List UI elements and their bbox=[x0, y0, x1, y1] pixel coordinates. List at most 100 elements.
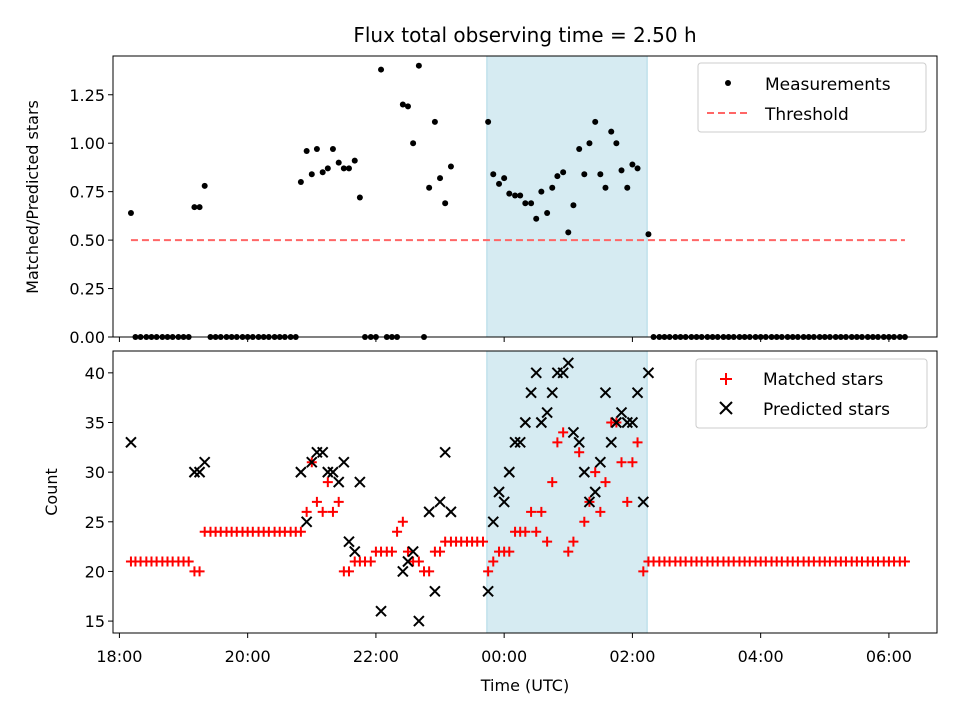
measurement-point bbox=[624, 184, 631, 191]
matched-star-point bbox=[590, 467, 601, 478]
measurement-point bbox=[404, 103, 411, 110]
measurement-point bbox=[399, 101, 406, 108]
measurement-point bbox=[329, 146, 336, 153]
measurement-point bbox=[437, 175, 444, 182]
matched-star-point bbox=[542, 536, 553, 547]
measurement-point bbox=[351, 157, 358, 164]
measurement-point bbox=[410, 140, 417, 147]
measurement-point bbox=[528, 200, 535, 207]
x-tick-label: 22:00 bbox=[353, 647, 399, 666]
predicted-star-point bbox=[605, 436, 617, 449]
matched-star-point bbox=[327, 506, 338, 517]
bottom-ytick-label: 15 bbox=[85, 612, 105, 631]
measurement-point bbox=[496, 180, 503, 187]
matched-star-point bbox=[301, 506, 312, 517]
measurement-point bbox=[490, 171, 497, 178]
predicted-star-point bbox=[300, 516, 313, 528]
predicted-star-point bbox=[413, 615, 425, 627]
matched-star-point bbox=[574, 447, 585, 458]
predicted-star-point bbox=[407, 545, 419, 558]
bottom-x-axis: 18:00 20:00 22:00 00:00 02:00 04:00 06:00 bbox=[96, 633, 912, 666]
matched-star-point bbox=[600, 477, 611, 488]
x-tick-label: 02:00 bbox=[609, 647, 655, 666]
measurement-point bbox=[613, 140, 620, 147]
matched-star-point bbox=[536, 506, 547, 517]
predicted-star-point bbox=[631, 386, 644, 399]
measurement-point bbox=[544, 209, 551, 216]
matched-star-point bbox=[365, 556, 376, 567]
matched-star-point bbox=[552, 437, 563, 448]
matched-star-point bbox=[333, 496, 344, 507]
predicted-star-point bbox=[557, 367, 569, 379]
predicted-star-point bbox=[327, 466, 339, 478]
measurement-point bbox=[560, 169, 567, 176]
predicted-star-point bbox=[621, 416, 633, 429]
predicted-star-point bbox=[525, 386, 537, 399]
bottom-y-axis-label: Count bbox=[42, 468, 61, 516]
predicted-star-point bbox=[198, 456, 211, 468]
measurement-point bbox=[303, 147, 310, 154]
top-ytick-label: 0.00 bbox=[69, 328, 105, 347]
matched-star-point bbox=[531, 526, 542, 537]
measurement-point bbox=[522, 200, 529, 207]
bottom-ytick-label: 20 bbox=[85, 562, 105, 581]
legend-predicted-marker bbox=[719, 401, 733, 415]
predicted-star-point bbox=[610, 416, 623, 429]
matched-star-point bbox=[194, 566, 205, 577]
bottom-legend: Matched stars Predicted stars bbox=[695, 358, 928, 429]
top-axes-frame bbox=[112, 55, 938, 338]
predicted-star-point bbox=[626, 416, 639, 429]
matched-star-point bbox=[638, 566, 649, 577]
legend-matched-marker bbox=[720, 373, 732, 385]
predicted-star-point bbox=[316, 446, 329, 458]
measurement-point bbox=[608, 128, 615, 135]
bottom-ytick-label: 35 bbox=[85, 413, 105, 432]
chart-title: Flux total observing time = 2.50 h bbox=[353, 23, 696, 47]
matched-star-point bbox=[563, 546, 574, 557]
matched-star-point bbox=[579, 516, 590, 527]
bottom-y-axis: 15 20 25 30 35 40 bbox=[85, 364, 113, 631]
measurement-point bbox=[565, 229, 572, 236]
measurement-point bbox=[538, 188, 545, 195]
predicted-star-point bbox=[514, 436, 526, 449]
measurement-point bbox=[345, 165, 352, 172]
predicted-star-point bbox=[445, 506, 457, 518]
matched-star-point bbox=[568, 536, 579, 547]
matched-star-point bbox=[526, 506, 537, 517]
measurement-point bbox=[634, 165, 641, 172]
predicted-stars-series bbox=[125, 357, 655, 627]
predicted-star-point bbox=[493, 486, 505, 498]
measurement-point bbox=[356, 194, 363, 201]
matched-star-point bbox=[311, 496, 322, 507]
legend-predicted-label: Predicted stars bbox=[763, 400, 890, 420]
predicted-star-point bbox=[498, 496, 510, 508]
matched-stars-series bbox=[125, 417, 910, 577]
bottom-ytick-label: 40 bbox=[85, 364, 105, 383]
predicted-star-point bbox=[482, 585, 494, 598]
predicted-star-point bbox=[125, 436, 137, 449]
predicted-star-point bbox=[594, 456, 607, 468]
matched-star-point bbox=[392, 526, 403, 537]
measurement-point bbox=[586, 140, 593, 147]
x-tick-label: 20:00 bbox=[225, 647, 271, 666]
matched-star-point bbox=[183, 556, 194, 567]
predicted-star-point bbox=[583, 496, 596, 508]
predicted-star-point bbox=[578, 466, 591, 478]
measurement-point bbox=[554, 173, 561, 180]
predicted-star-point bbox=[541, 406, 553, 419]
predicted-star-point bbox=[535, 416, 548, 429]
x-tick-label: 04:00 bbox=[738, 647, 784, 666]
predicted-star-point bbox=[402, 555, 414, 568]
predicted-star-point bbox=[509, 436, 521, 449]
predicted-star-point bbox=[429, 585, 441, 598]
predicted-star-point bbox=[573, 436, 585, 449]
predicted-star-point bbox=[615, 406, 628, 419]
predicted-star-point bbox=[188, 466, 201, 478]
measurement-point bbox=[576, 146, 583, 153]
measurement-point bbox=[645, 231, 652, 238]
measurement-point bbox=[426, 184, 433, 191]
matched-star-point bbox=[488, 556, 499, 567]
predicted-star-point bbox=[546, 386, 558, 399]
matched-star-point bbox=[899, 556, 910, 567]
